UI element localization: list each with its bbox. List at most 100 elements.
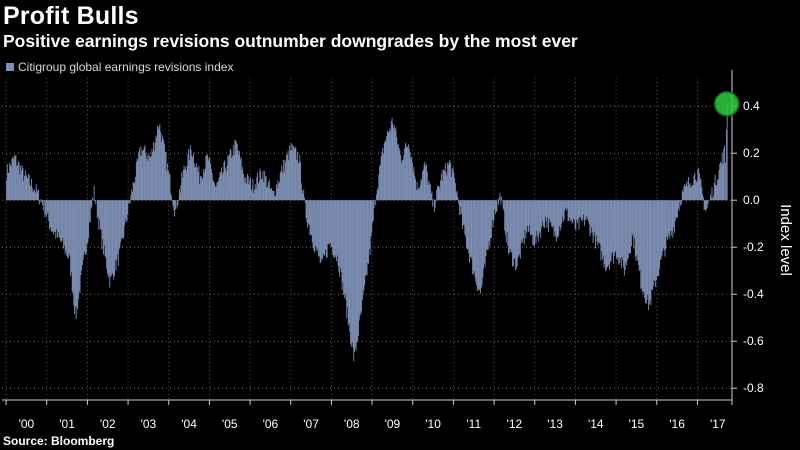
bar bbox=[665, 200, 667, 249]
bar bbox=[630, 200, 632, 254]
bar bbox=[528, 200, 530, 233]
bar bbox=[720, 162, 722, 201]
bar bbox=[458, 200, 460, 216]
bar bbox=[236, 142, 237, 201]
bar bbox=[635, 200, 637, 261]
bar bbox=[310, 200, 312, 235]
bar bbox=[371, 200, 373, 233]
bar bbox=[78, 200, 80, 292]
bar bbox=[544, 200, 546, 217]
bar bbox=[133, 182, 135, 201]
bar bbox=[599, 200, 601, 245]
bar bbox=[210, 163, 212, 201]
bar bbox=[161, 134, 163, 201]
bar bbox=[632, 200, 634, 234]
bar bbox=[384, 141, 386, 201]
bar bbox=[289, 150, 291, 201]
bar bbox=[114, 200, 116, 261]
bar bbox=[375, 194, 377, 201]
bar bbox=[491, 200, 493, 220]
bar bbox=[432, 200, 434, 207]
bar bbox=[485, 200, 487, 257]
bar bbox=[591, 200, 592, 228]
bar bbox=[156, 137, 158, 201]
bar bbox=[497, 200, 499, 205]
bar bbox=[238, 154, 240, 201]
bar bbox=[383, 153, 384, 201]
bar bbox=[626, 200, 628, 266]
bar bbox=[589, 200, 591, 237]
bar bbox=[360, 200, 362, 314]
bar bbox=[214, 183, 216, 201]
bar bbox=[723, 148, 725, 201]
bar bbox=[121, 200, 122, 239]
bar bbox=[223, 162, 225, 201]
bar bbox=[655, 200, 657, 281]
bar bbox=[503, 200, 505, 211]
bar bbox=[372, 200, 373, 223]
bar bbox=[374, 199, 376, 201]
bar bbox=[178, 200, 180, 201]
bar bbox=[720, 163, 722, 201]
bar bbox=[96, 200, 98, 218]
bar bbox=[549, 200, 551, 223]
bar bbox=[261, 178, 263, 201]
bar bbox=[97, 200, 99, 217]
bar bbox=[353, 200, 355, 362]
bar bbox=[554, 200, 556, 232]
bar bbox=[600, 200, 602, 261]
bar bbox=[185, 170, 187, 201]
x-tick-label: '03 bbox=[141, 417, 157, 431]
bar bbox=[11, 158, 13, 201]
bar bbox=[220, 171, 222, 201]
bar bbox=[389, 128, 391, 201]
bar bbox=[641, 200, 643, 289]
bar bbox=[468, 200, 470, 253]
bar bbox=[325, 200, 327, 258]
bar bbox=[408, 148, 410, 201]
bar bbox=[110, 200, 112, 276]
bar bbox=[192, 157, 194, 201]
bar bbox=[128, 200, 130, 204]
bar bbox=[131, 191, 133, 201]
chart-subtitle: Positive earnings revisions outnumber do… bbox=[3, 31, 578, 51]
bar bbox=[714, 174, 716, 201]
bar bbox=[393, 127, 395, 201]
bar bbox=[387, 132, 389, 201]
bar bbox=[54, 200, 56, 232]
bar bbox=[183, 165, 185, 201]
bar bbox=[38, 200, 40, 205]
bar bbox=[323, 200, 325, 256]
bar bbox=[561, 200, 563, 224]
bar bbox=[224, 160, 226, 201]
bar bbox=[438, 185, 440, 201]
bar bbox=[89, 200, 91, 223]
bar bbox=[383, 143, 385, 201]
bar bbox=[331, 200, 333, 247]
bar bbox=[43, 200, 45, 201]
bar bbox=[185, 167, 187, 201]
bar bbox=[408, 144, 409, 201]
bar bbox=[654, 200, 656, 282]
bar bbox=[24, 170, 26, 201]
bar bbox=[100, 200, 102, 230]
bar bbox=[513, 200, 515, 260]
bar bbox=[407, 146, 409, 201]
bar bbox=[305, 200, 307, 218]
bar bbox=[610, 200, 612, 261]
bar bbox=[671, 200, 673, 232]
bar bbox=[446, 175, 448, 201]
bar bbox=[62, 200, 64, 239]
bar bbox=[681, 200, 682, 204]
bar bbox=[80, 200, 82, 275]
bar bbox=[278, 183, 280, 201]
bar bbox=[112, 200, 114, 275]
bar bbox=[79, 200, 81, 294]
bar bbox=[196, 163, 198, 201]
bar bbox=[668, 200, 670, 234]
bar bbox=[229, 149, 231, 201]
bar bbox=[571, 200, 573, 224]
bar bbox=[22, 168, 24, 201]
bar bbox=[512, 200, 513, 267]
